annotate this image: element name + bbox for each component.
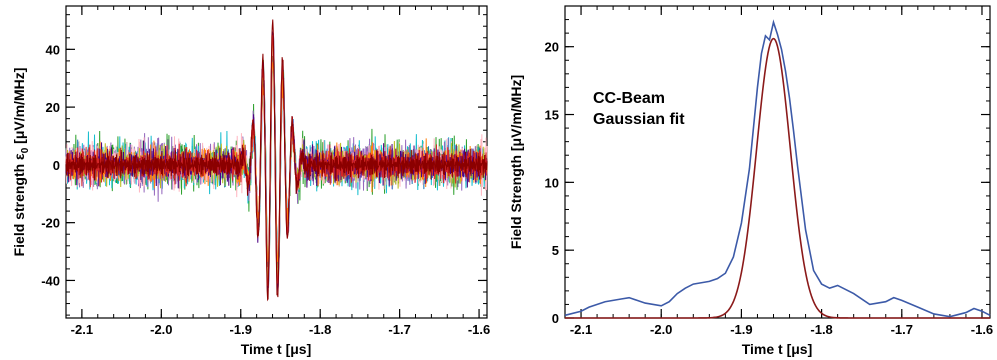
right-y-tick-label: 5 <box>552 243 559 258</box>
right-y-axis-label: Field Strength [μV/m/MHz] <box>508 75 524 249</box>
right-x-tick-label: -1.9 <box>730 322 752 337</box>
left-x-tick-label: -1.6 <box>468 322 490 337</box>
left-y-tick-label: 0 <box>53 158 60 173</box>
left-series-line <box>65 19 488 302</box>
right-series-lines <box>564 19 991 319</box>
left-y-tick-label: 40 <box>46 42 60 57</box>
right-y-tick-label: 10 <box>545 175 559 190</box>
left-x-tick-label: -1.9 <box>230 322 252 337</box>
right-y-tick-label: 15 <box>545 108 559 123</box>
cc-beam-line <box>564 19 991 318</box>
left-axis-ticks: -2.1 -2.0 -1.9 -1.8 -1.7 -1.6 -40 -20 0 20 40 <box>41 6 490 337</box>
right-panel: -2.1 -2.0 -1.9 -1.8 -1.7 -1.6 0 5 10 15 20 Time t … <box>508 5 993 357</box>
left-x-tick-label: -2.1 <box>71 322 93 337</box>
right-x-axis-label: Time t [μs] <box>742 341 813 357</box>
right-plot-frame <box>564 5 991 319</box>
right-y-tick-label: 0 <box>552 311 559 326</box>
gaussian-fit-line <box>565 37 990 319</box>
left-y-tick-label: 20 <box>46 100 60 115</box>
legend: CC-Beam Gaussian fit <box>593 90 685 128</box>
right-x-tick-label: -1.6 <box>971 322 993 337</box>
left-x-tick-label: -1.7 <box>388 322 410 337</box>
right-y-tick-label: 20 <box>545 40 559 55</box>
left-y-tick-label: -40 <box>41 273 60 288</box>
right-x-tick-label: -2.1 <box>570 322 592 337</box>
right-x-tick-label: -2.0 <box>650 322 672 337</box>
left-x-tick-label: -1.8 <box>309 322 331 337</box>
legend-entry-gaussian-fit: Gaussian fit <box>593 111 685 128</box>
left-y-axis-label: Field strength ε0 [μV/m/MHz] <box>11 68 31 257</box>
right-x-tick-label: -1.8 <box>810 322 832 337</box>
right-x-tick-label: -1.7 <box>891 322 913 337</box>
left-x-axis-label: Time t [μs] <box>241 341 312 357</box>
left-x-tick-label: -2.0 <box>150 322 172 337</box>
legend-entry-cc-beam: CC-Beam <box>593 90 665 107</box>
left-y-tick-label: -20 <box>41 216 60 231</box>
left-series-lines <box>65 19 488 302</box>
left-panel: -2.1 -2.0 -1.9 -1.8 -1.7 -1.6 -40 -20 0 20 40 Time… <box>11 5 490 357</box>
